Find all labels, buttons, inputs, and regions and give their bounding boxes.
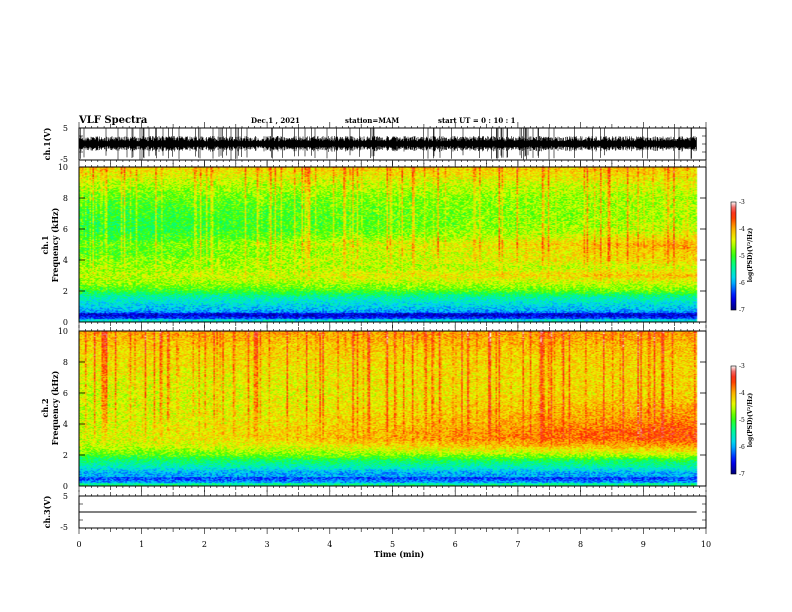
colorbar2-tick: -5	[739, 417, 745, 424]
colorbar1-tick: -4	[739, 226, 745, 233]
ch1-ytick-5: 5	[63, 124, 68, 133]
freq-ytick: 10	[58, 327, 68, 336]
freq-ytick: 0	[63, 318, 68, 327]
colorbar2-tick: -3	[739, 363, 745, 370]
freq-ytick: 2	[63, 287, 68, 296]
freq-ytick: 0	[63, 482, 68, 491]
time-xtick: 3	[265, 540, 270, 549]
time-xlabel: Time (min)	[374, 549, 424, 559]
colorbar1-label: log(PSD)(V²/Hz)	[747, 228, 754, 283]
freq-ytick: 8	[63, 194, 68, 203]
time-xtick: 10	[701, 540, 711, 549]
ch1-channel-label: ch.1	[40, 235, 50, 254]
time-xtick: 5	[390, 540, 395, 549]
colorbar1	[730, 201, 737, 311]
time-xtick: 2	[202, 540, 207, 549]
ch1-waveform-panel: 5 -5 ch.1(V)	[42, 122, 707, 166]
time-xtick: 6	[453, 540, 458, 549]
time-xtick: 4	[327, 540, 332, 549]
time-xtick: 9	[641, 540, 646, 549]
ch2-spectrogram-image	[79, 331, 706, 486]
ch3-ytick-5: 5	[63, 492, 68, 501]
freq-ytick: 8	[63, 358, 68, 367]
ch2-freq-ylabel: Frequency (kHz)	[50, 370, 60, 445]
ch3-waveform-panel: 5 -5 ch.3(V) 0 1 2 3 4 5 6 7 8 9 10 Time (min)	[42, 490, 711, 559]
freq-ytick: 4	[63, 420, 68, 429]
ch1-waveform-trace	[78, 128, 697, 160]
colorbar2-label: log(PSD)(V²/Hz)	[747, 393, 754, 448]
ch1-ytick-neg5: -5	[60, 155, 68, 164]
colorbar1-tick: -5	[739, 253, 745, 260]
colorbar1-tick: -7	[739, 307, 745, 314]
colorbar2-tick: -4	[739, 390, 745, 397]
ch1-freq-ylabel: Frequency (kHz)	[50, 207, 60, 282]
colorbar2-tick: -7	[739, 471, 745, 478]
freq-ytick: 10	[58, 163, 68, 172]
ch3-ytick-neg5: -5	[60, 523, 68, 532]
figure-title: VLF Spectra	[78, 115, 148, 126]
station-label: station=MAM	[345, 116, 399, 125]
time-xtick: 1	[139, 540, 144, 549]
time-xtick: 8	[578, 540, 583, 549]
time-xtick: 7	[515, 540, 520, 549]
freq-ytick: 6	[63, 389, 68, 398]
ch1-spectrogram-image	[79, 167, 706, 322]
colorbar1-tick: -6	[739, 280, 745, 287]
start-time-label: start UT = 0 : 10 : 1	[438, 116, 516, 125]
colorbar2-tick: -6	[739, 444, 745, 451]
ch3-ylabel: ch.3(V)	[42, 495, 52, 528]
freq-ytick: 4	[63, 256, 68, 265]
time-xtick: 0	[76, 540, 81, 549]
colorbar2	[730, 365, 737, 475]
colorbar1-tick: -3	[739, 199, 745, 206]
date-label: Dec.1 , 2021	[251, 116, 300, 125]
freq-ytick: 6	[63, 225, 68, 234]
ch1-ylabel: ch.1(V)	[42, 127, 52, 160]
ch2-channel-label: ch.2	[40, 398, 50, 417]
freq-ytick: 2	[63, 451, 68, 460]
